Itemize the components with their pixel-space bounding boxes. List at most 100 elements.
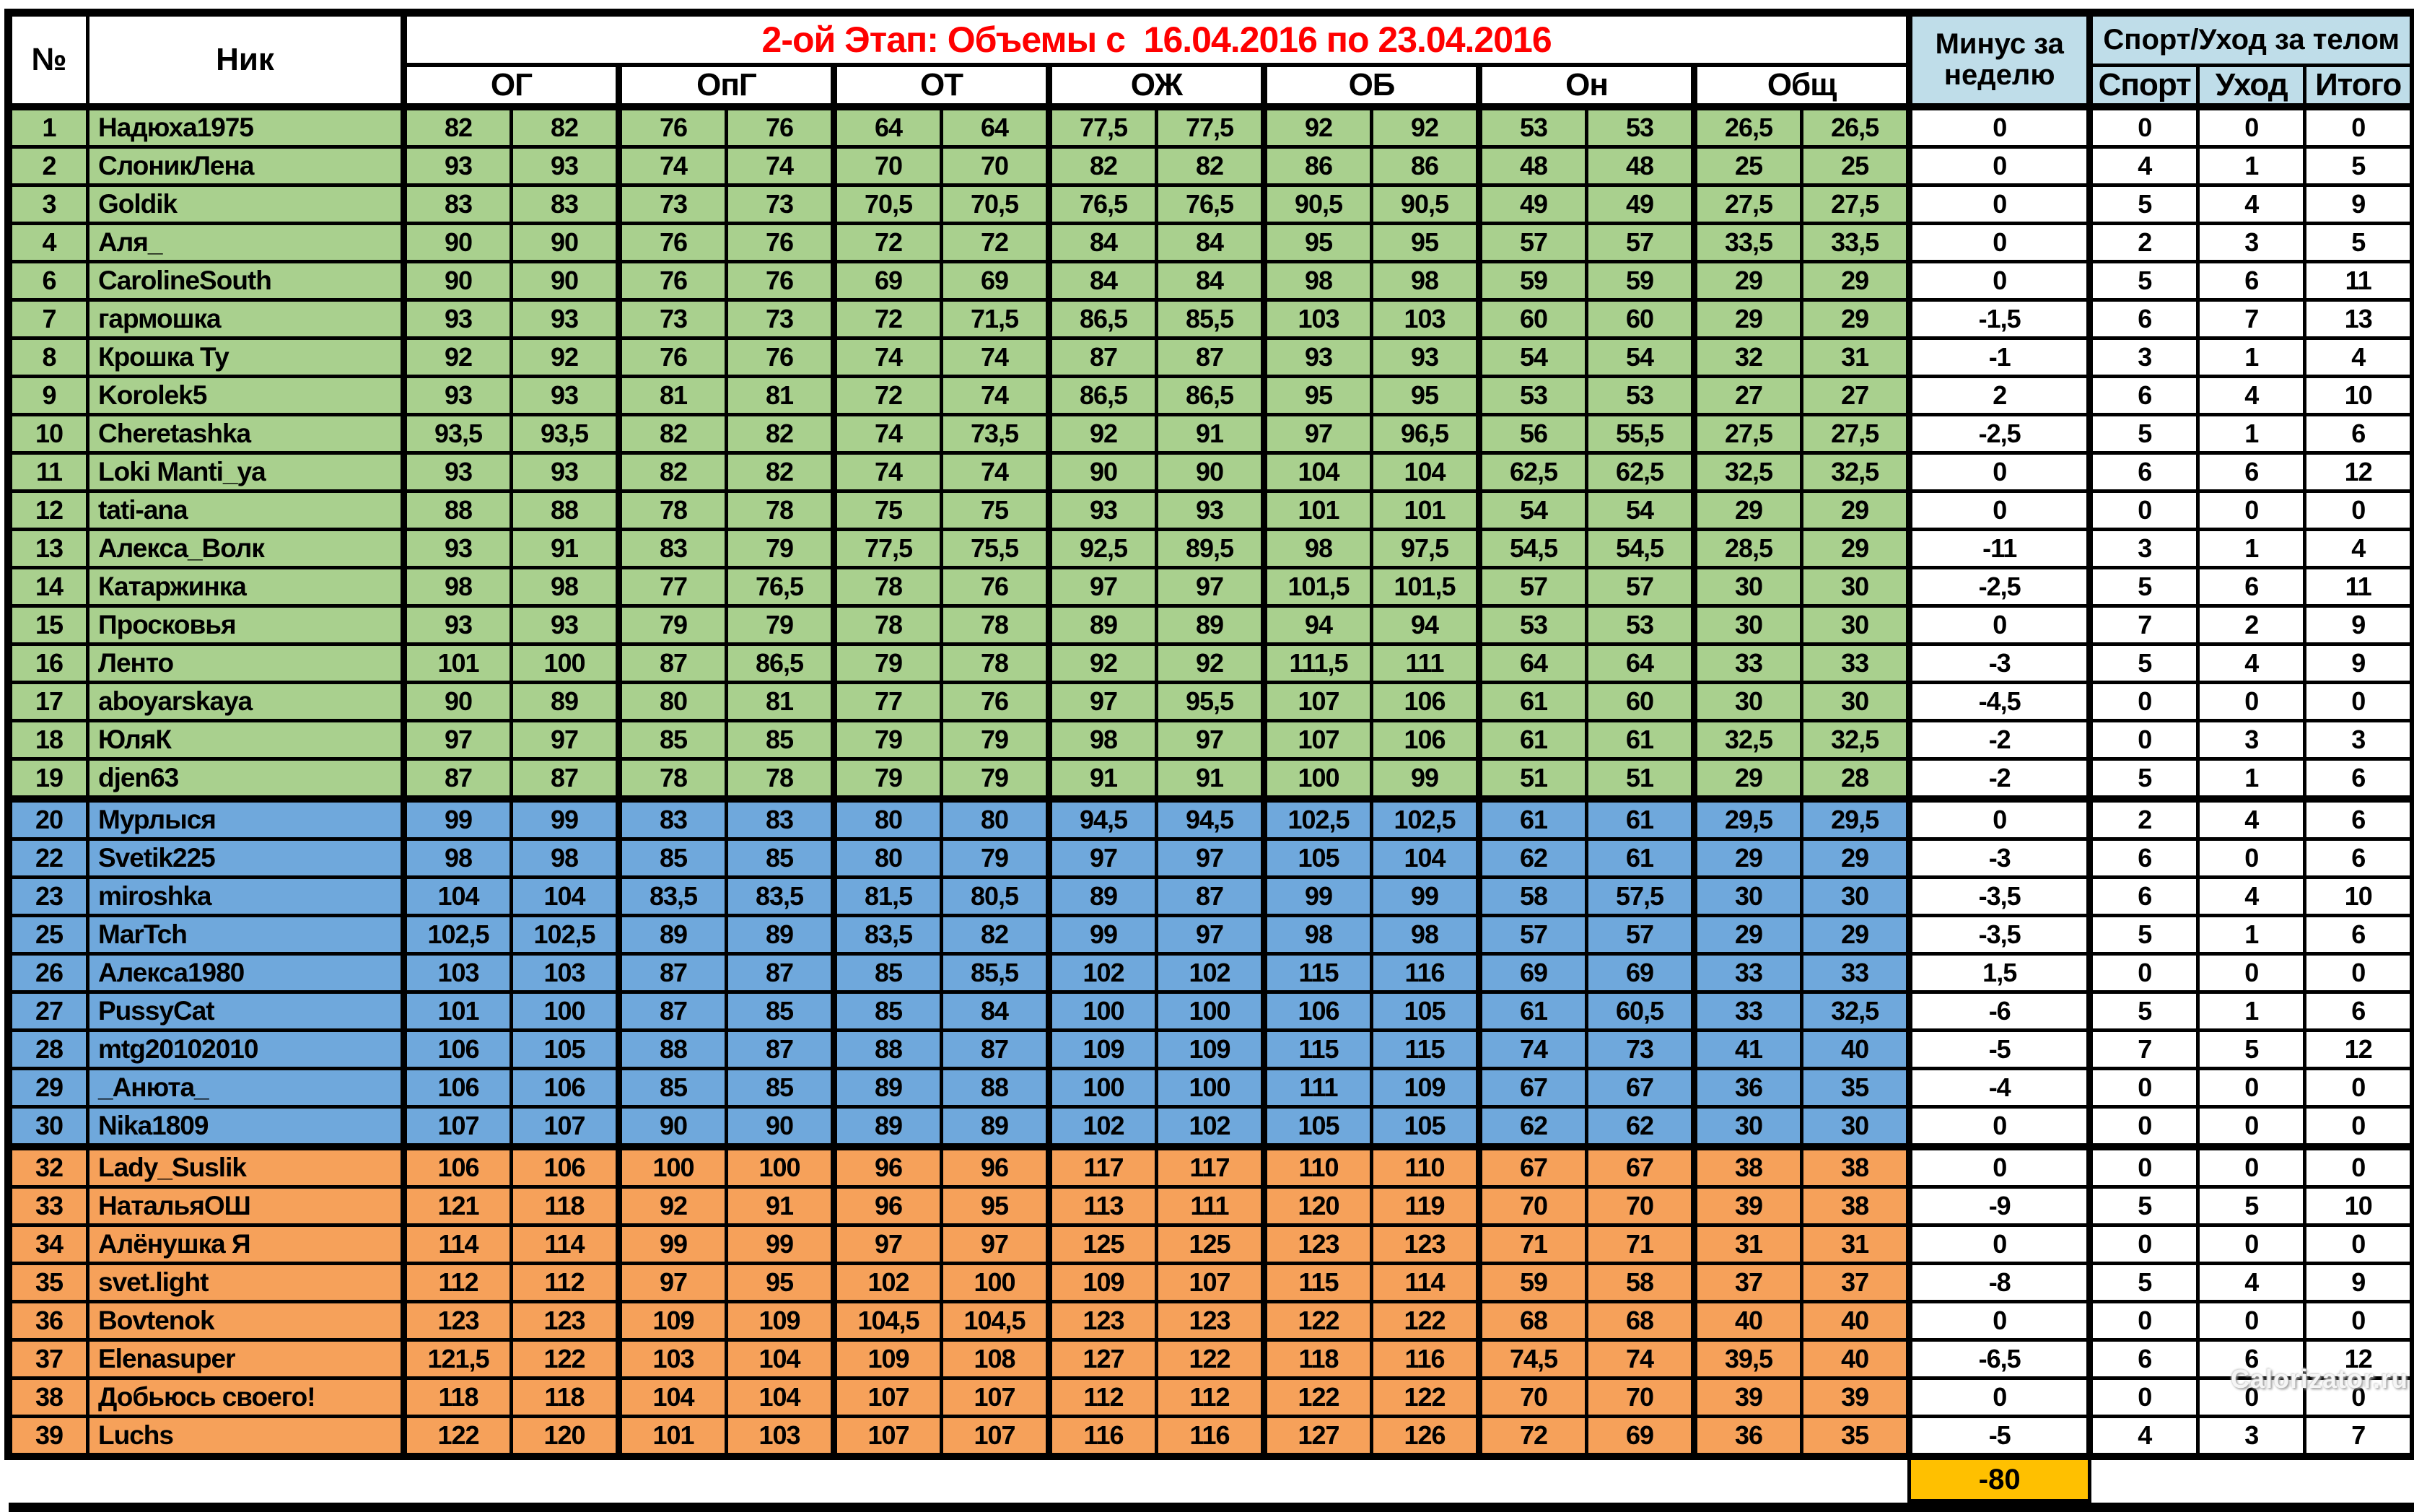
value-cell: 116	[1157, 1417, 1264, 1457]
value-cell: 80	[942, 799, 1049, 839]
value-cell: 109	[1372, 1069, 1479, 1107]
nick-cell: _Анюта_	[88, 1069, 404, 1107]
value-cell: 87	[404, 759, 512, 800]
minus-week-cell: -3	[1910, 839, 2090, 878]
value-cell: 85	[727, 839, 834, 878]
care-cell: 3	[2198, 1417, 2305, 1457]
sport-cell: 0	[2090, 491, 2198, 530]
value-cell: 89	[1049, 878, 1157, 916]
value-cell: 83,5	[834, 916, 942, 954]
sport-care-total-cell: 11	[2305, 568, 2414, 606]
value-cell: 93,5	[512, 415, 619, 453]
value-cell: 85	[727, 1069, 834, 1107]
value-cell: 86,5	[1049, 377, 1157, 415]
sport-care-total-cell: 11	[2305, 262, 2414, 300]
value-cell: 104	[404, 878, 512, 916]
value-cell: 121,5	[404, 1340, 512, 1378]
value-cell: 99	[1372, 759, 1479, 800]
value-cell: 97	[512, 721, 619, 759]
value-cell: 104	[1372, 453, 1479, 491]
sport-care-total-cell: 6	[2305, 799, 2414, 839]
value-cell: 107	[512, 1107, 619, 1148]
value-cell: 70	[1479, 1378, 1587, 1417]
value-cell: 93	[1157, 491, 1264, 530]
row-number-cell: 2	[9, 147, 88, 185]
value-cell: 74	[1587, 1340, 1694, 1378]
value-cell: 29	[1694, 300, 1802, 338]
minus-week-cell: -9	[1910, 1187, 2090, 1225]
value-cell: 93,5	[404, 415, 512, 453]
value-cell: 95	[1264, 224, 1372, 262]
value-cell: 54	[1479, 491, 1587, 530]
footer-row: -80	[9, 1456, 2414, 1501]
value-cell: 77,5	[1049, 107, 1157, 147]
value-cell: 99	[512, 799, 619, 839]
value-cell: 101,5	[1372, 568, 1479, 606]
sport-care-total-cell: 4	[2305, 338, 2414, 377]
nick-cell: Loki Manti_ya	[88, 453, 404, 491]
value-cell: 104	[1264, 453, 1372, 491]
value-cell: 109	[619, 1302, 727, 1340]
value-cell: 122	[1157, 1340, 1264, 1378]
value-cell: 93	[512, 300, 619, 338]
nick-cell: PussyCat	[88, 992, 404, 1031]
value-cell: 123	[1157, 1302, 1264, 1340]
nick-cell: CarolineSouth	[88, 262, 404, 300]
value-cell: 99	[1264, 878, 1372, 916]
value-cell: 36	[1694, 1417, 1802, 1457]
minus-week-cell: -2,5	[1910, 415, 2090, 453]
value-cell: 90	[404, 683, 512, 721]
value-cell: 26,5	[1694, 107, 1802, 147]
row-number-cell: 29	[9, 1069, 88, 1107]
value-cell: 51	[1587, 759, 1694, 800]
value-cell: 122	[1372, 1378, 1479, 1417]
sport-cell: 7	[2090, 606, 2198, 644]
minus-week-cell: -6,5	[1910, 1340, 2090, 1378]
value-cell: 85	[834, 992, 942, 1031]
value-cell: 54,5	[1479, 530, 1587, 568]
value-cell: 67	[1479, 1069, 1587, 1107]
sport-care-total-cell: 3	[2305, 721, 2414, 759]
col-header-ot: ОТ	[834, 65, 1049, 107]
value-cell: 87	[727, 1031, 834, 1069]
sport-care-total-cell: 0	[2305, 1107, 2414, 1148]
value-cell: 76	[942, 683, 1049, 721]
value-cell: 30	[1802, 606, 1910, 644]
value-cell: 102	[1157, 954, 1264, 992]
value-cell: 123	[1049, 1302, 1157, 1340]
value-cell: 27	[1694, 377, 1802, 415]
value-cell: 77,5	[1157, 107, 1264, 147]
value-cell: 79	[619, 606, 727, 644]
value-cell: 36	[1694, 1069, 1802, 1107]
value-cell: 61	[1479, 992, 1587, 1031]
value-cell: 93	[512, 377, 619, 415]
care-cell: 0	[2198, 683, 2305, 721]
sport-care-total-cell: 6	[2305, 992, 2414, 1031]
sport-care-total-cell: 6	[2305, 415, 2414, 453]
minus-week-cell: 0	[1910, 453, 2090, 491]
value-cell: 70,5	[942, 185, 1049, 224]
nick-cell: Алекса_Волк	[88, 530, 404, 568]
value-cell: 89	[512, 683, 619, 721]
value-cell: 122	[1372, 1302, 1479, 1340]
value-cell: 93	[512, 147, 619, 185]
value-cell: 107	[942, 1417, 1049, 1457]
minus-week-cell: 2	[1910, 377, 2090, 415]
value-cell: 102	[1049, 1107, 1157, 1148]
sport-care-total-cell: 5	[2305, 224, 2414, 262]
value-cell: 30	[1802, 1107, 1910, 1148]
care-cell: 0	[2198, 1069, 2305, 1107]
value-cell: 106	[512, 1069, 619, 1107]
value-cell: 92	[1157, 644, 1264, 683]
value-cell: 93	[404, 300, 512, 338]
value-cell: 74	[619, 147, 727, 185]
value-cell: 94	[1264, 606, 1372, 644]
value-cell: 106	[1264, 992, 1372, 1031]
sport-cell: 6	[2090, 1340, 2198, 1378]
